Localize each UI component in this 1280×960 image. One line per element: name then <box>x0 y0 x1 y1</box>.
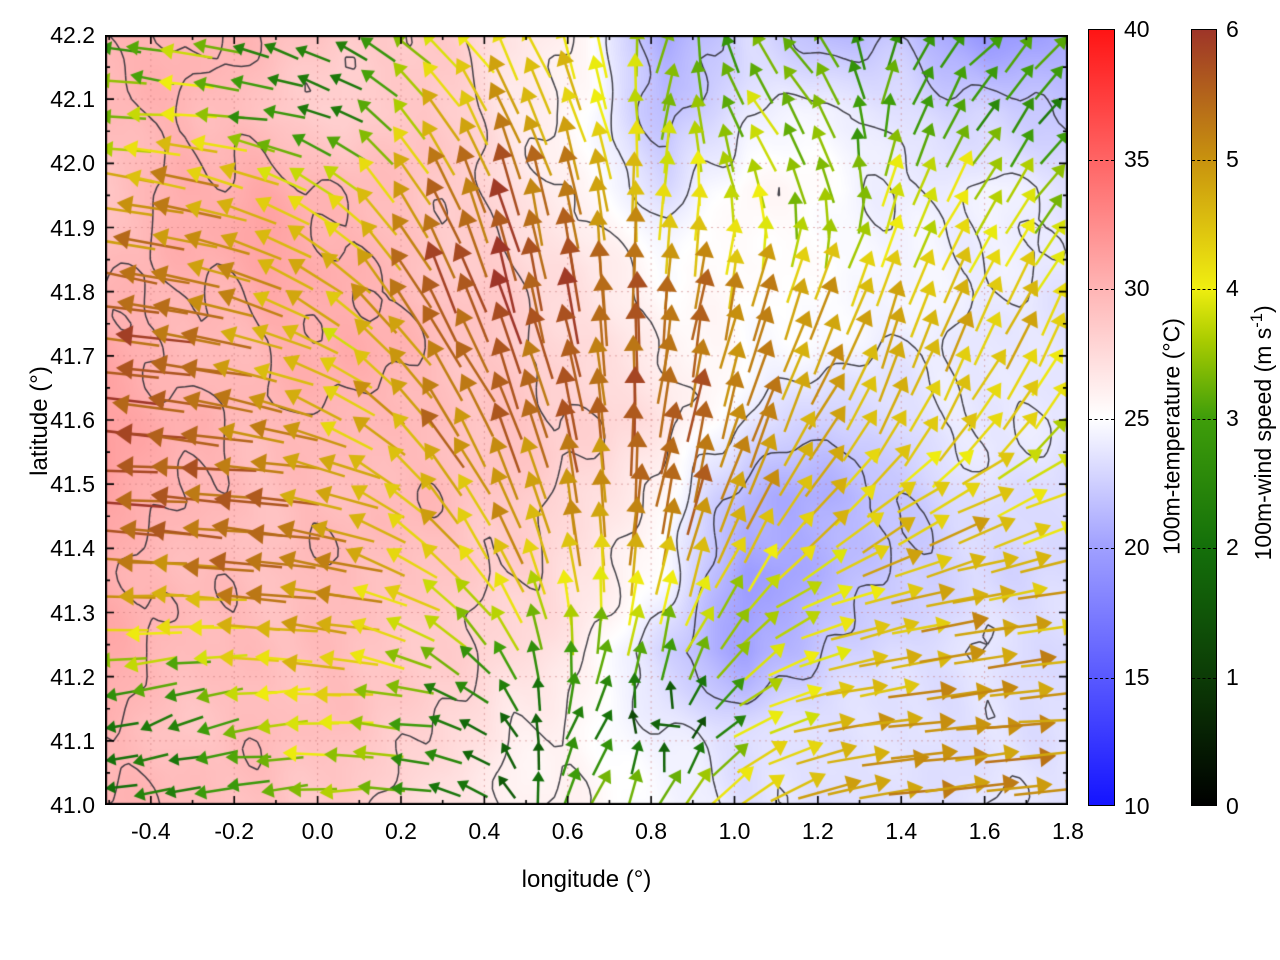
y-tick-label: 41.8 <box>50 278 95 305</box>
colorbar-tick-dash <box>1089 418 1114 420</box>
x-tick-label: 1.4 <box>885 818 918 844</box>
y-tick-label: 41.0 <box>50 792 95 818</box>
colorbar-tick-label: 0 <box>1226 793 1239 819</box>
x-tick-label: 1.8 <box>1052 818 1084 844</box>
colorbar-tick-label: 10 <box>1124 793 1150 819</box>
y-tick-label: 41.2 <box>50 663 95 690</box>
y-tick-label: 41.6 <box>50 407 95 433</box>
windspeed-colorbar-title: 100m-wind speed (m s-1) <box>1247 263 1277 603</box>
y-tick-label: 41.3 <box>50 599 95 626</box>
colorbar-tick-label: 3 <box>1226 404 1239 431</box>
x-tick-label: 1.0 <box>718 818 751 844</box>
y-axis-title: latitude (°) <box>26 366 53 476</box>
colorbar-tick-label: 35 <box>1124 145 1150 172</box>
x-tick-label: 0.2 <box>384 818 417 844</box>
windspeed-label-superscript: -1 <box>1247 312 1267 328</box>
colorbar-tick-dash <box>1192 159 1216 161</box>
colorbar-tick-label: 20 <box>1124 534 1150 560</box>
windspeed-label-prefix: 100m-wind speed (m s <box>1249 327 1276 561</box>
x-tick-label: -0.4 <box>131 818 171 844</box>
y-tick-label: 41.9 <box>50 214 95 241</box>
y-tick-label: 41.7 <box>50 342 95 369</box>
temperature-colorbar-title: 100m-temperature (°C) <box>1158 318 1185 555</box>
windspeed-colorbar <box>1191 29 1217 806</box>
y-tick-label: 41.4 <box>50 535 95 562</box>
temperature-colorbar <box>1088 29 1115 806</box>
colorbar-tick-dash <box>1089 677 1114 679</box>
x-tick-label: -0.2 <box>214 818 255 844</box>
colorbar-tick-dash <box>1089 159 1114 161</box>
y-tick-label: 41.5 <box>50 471 95 498</box>
x-tick-label: 0.6 <box>551 818 584 844</box>
colorbar-tick-label: 4 <box>1226 275 1239 301</box>
x-axis-title: longitude (°) <box>521 866 652 893</box>
y-tick-label: 42.2 <box>50 22 95 48</box>
windspeed-label-suffix: ) <box>1249 305 1276 313</box>
map-canvas <box>105 35 1068 805</box>
colorbar-tick-label: 1 <box>1226 663 1239 690</box>
y-tick-label: 42.0 <box>50 150 95 177</box>
y-tick-label: 41.1 <box>50 727 95 754</box>
x-tick-label: 0.4 <box>468 818 501 844</box>
colorbar-tick-dash <box>1192 677 1216 679</box>
colorbar-tick-label: 5 <box>1226 145 1239 172</box>
colorbar-tick-label: 40 <box>1124 16 1150 42</box>
colorbar-tick-label: 2 <box>1226 534 1239 560</box>
x-tick-label: 1.2 <box>801 818 834 844</box>
x-tick-label: 0.8 <box>635 818 668 844</box>
colorbar-tick-dash <box>1089 548 1114 549</box>
y-tick-label: 42.1 <box>50 86 95 113</box>
x-tick-label: 1.6 <box>968 818 1001 844</box>
colorbar-tick-label: 30 <box>1124 275 1150 301</box>
colorbar-tick-dash <box>1089 289 1114 290</box>
colorbar-tick-label: 6 <box>1226 16 1239 42</box>
colorbar-tick-dash <box>1192 548 1216 549</box>
colorbar-tick-dash <box>1192 289 1216 290</box>
colorbar-tick-label: 25 <box>1124 404 1150 431</box>
x-tick-label: 0.0 <box>301 818 334 844</box>
colorbar-tick-label: 15 <box>1124 663 1150 690</box>
colorbar-tick-dash <box>1192 418 1216 420</box>
